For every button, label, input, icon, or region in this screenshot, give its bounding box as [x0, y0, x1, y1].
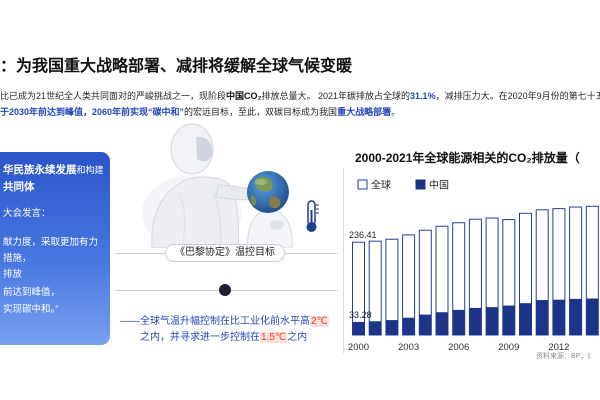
bar-china-2004: [419, 314, 432, 335]
section-divider: [343, 168, 344, 353]
chart-bars: [352, 205, 599, 336]
chart-source: 资料来源：BP；《: [536, 351, 591, 360]
intro-text: 。: [391, 107, 401, 117]
bar-china-2002: [385, 320, 398, 335]
goal-limit-2c: 2℃: [310, 316, 329, 327]
speech-panel: 华民族永续发展和构建 共同体 大会发言： 献力度，采取更加有力 措施， 排放 前…: [0, 152, 110, 345]
bar-china-2013: [569, 298, 582, 335]
divider-line: [231, 290, 337, 291]
intro-text: 的宏远目标，至此，双碳目标成为我国: [184, 107, 338, 117]
climate-illustration: [142, 123, 319, 248]
page-title: ：为我国重大战略部署、减排将缓解全球气候变暖: [0, 58, 353, 75]
bar-china-2010: [519, 303, 532, 335]
goal-text: ——全球气温升幅控制在比工业化前水平高: [120, 316, 310, 327]
panel-heading-bold: 华民族永续发展: [3, 164, 77, 176]
panel-speech-intro: 大会发言：: [3, 208, 51, 219]
bar-global-2001: [368, 240, 382, 336]
panel-heading-line2: 共同体: [3, 181, 35, 193]
bar-china-2007: [469, 307, 482, 335]
bar-china-2005: [436, 312, 448, 335]
divider-line: [115, 253, 165, 254]
intro-text: 比已成为21世纪全人类共同面对的严峻挑战之一，现阶段: [0, 91, 227, 101]
legend-label-china: 中国: [429, 179, 449, 192]
chart-title: 2000-2021年全球能源相关的CO₂排放量（: [355, 150, 580, 165]
hazmat-figure: [151, 123, 256, 248]
goal-text: 之内: [287, 332, 308, 343]
intro-line-1: 比已成为21世纪全人类共同面对的严峻挑战之一，现阶段中国CO₂排放总量大。 20…: [0, 88, 600, 104]
x-tick-label: 2006: [448, 342, 469, 353]
x-tick-label: 2000: [348, 342, 369, 353]
globe-icon: [247, 171, 289, 213]
bar-china-2014: [586, 298, 599, 335]
panel-quote-line: 排放: [3, 269, 23, 280]
bar-china-2006: [452, 309, 465, 335]
bar-china-2012: [552, 299, 565, 335]
goal-line-2: 之内，并寻求进一步控制在1.5℃之内: [120, 330, 329, 346]
bar-china-2003: [402, 317, 415, 335]
bar-china-2008: [486, 307, 499, 335]
divider-line: [285, 253, 337, 254]
panel-heading-rest: 和构建: [76, 165, 104, 175]
intro-highlight: 31.1%: [410, 91, 436, 101]
x-tick-label: 2012: [548, 342, 569, 353]
x-tick-label: 2003: [398, 342, 419, 353]
x-tick-label: 2009: [498, 342, 519, 353]
legend-label-global: 全球: [371, 179, 391, 192]
bar-china-2001: [369, 321, 382, 335]
temperature-goal: ——全球气温升幅控制在比工业化前水平高2℃ 之内，并寻求进一步控制在1.5℃之内: [120, 314, 329, 346]
bar-china-2000: [352, 321, 365, 335]
legend-swatch-global: [357, 179, 368, 190]
intro-line-2: 于2030年前达到峰值，2060年前实现“碳中和”的宏远目标，至此，双碳目标成为…: [0, 104, 600, 120]
divider-line: [115, 290, 219, 291]
panel-quote-line: 前达到峰值，: [3, 287, 61, 298]
emissions-bar-chart: 2000-2021年全球能源相关的CO₂排放量（ 全球 中国 2000 2003 2…: [348, 150, 599, 360]
bar-global-2000: [352, 241, 365, 336]
bar-china-2011: [536, 300, 549, 335]
panel-quote-line: 实现碳中和。”: [3, 304, 59, 315]
chart-text-labels: 2000 2003 2006 2009 2012 236.41 33.28: [348, 230, 570, 353]
dot-icon: [219, 284, 231, 296]
intro-text: 排放总量大。 2021年碳排放占全球的: [261, 91, 411, 101]
intro-emphasis: 中国CO₂: [226, 91, 262, 101]
intro-highlight: 于2030年前达到峰值，2060年前实现“碳中和”: [0, 107, 185, 117]
child-figure: [247, 208, 293, 248]
intro-paragraph: 比已成为21世纪全人类共同面对的严峻挑战之一，现阶段中国CO₂排放总量大。 20…: [0, 88, 600, 120]
goal-line-1: ——全球气温升幅控制在比工业化前水平高2℃: [120, 314, 329, 330]
data-label-global: 236.41: [349, 230, 377, 240]
goal-text: 之内，并寻求进一步控制在: [140, 332, 260, 343]
panel-quote-line: 献力度，采取更加有力: [3, 237, 99, 248]
bar-china-2009: [502, 305, 515, 335]
legend-swatch-china: [415, 179, 426, 190]
data-label-china: 33.28: [349, 310, 372, 320]
panel-quote-line: 措施，: [3, 253, 32, 264]
panel-heading: 华民族永续发展和构建: [3, 163, 104, 177]
thermometer-icon: [306, 200, 319, 232]
paris-agreement-label: 《巴黎协定》温控目标: [165, 244, 285, 262]
intro-highlight: 重大战略部署: [337, 107, 392, 117]
goal-limit-1-5c: 1.5℃: [260, 332, 288, 343]
intro-text: ，减排压力大。在2020年9月份的第七十五届联: [435, 91, 600, 101]
